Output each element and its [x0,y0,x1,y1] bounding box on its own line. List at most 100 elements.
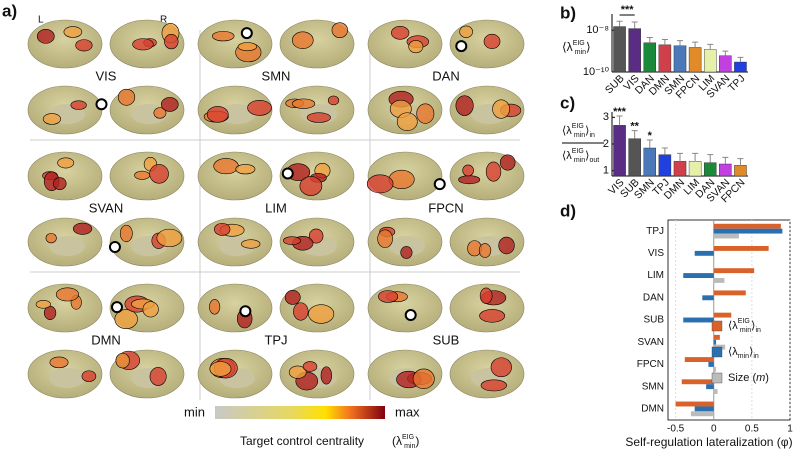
math-label: Size (m) [728,372,769,384]
y-tick-label: FPCN [637,359,664,370]
activation-patch [331,22,349,38]
marker [240,27,253,40]
bar [688,47,702,73]
bar [713,312,732,318]
activation-patch [241,239,261,249]
bar [694,406,714,412]
bar [734,61,747,73]
y-tick-label: SVAN [638,337,665,348]
brain [279,349,355,399]
activation-patch [213,158,239,175]
network-label: DMN [91,332,121,347]
x-tick-label: 0.5 [745,424,759,435]
activation-patch [134,170,151,180]
activation-patch [499,154,516,171]
activation-patch [308,304,335,324]
brain [27,283,103,333]
bar [628,28,641,73]
activation-patch [206,106,229,123]
activation-patch [209,299,221,315]
activation-patch [490,357,512,378]
brain [449,19,525,69]
bar [683,273,714,278]
math-label: (λEIG min) [392,434,419,450]
activation-patch [42,113,61,125]
bar [658,154,672,177]
brain [27,19,103,69]
activation-patch [366,174,394,194]
brain [109,283,185,333]
activation-patch [72,222,93,235]
activation-patch [114,309,138,329]
math-part: ⟨λ [728,320,738,332]
y-tick-label: 10⁻¹⁰ [583,66,610,78]
math-part: in [753,353,759,360]
bar [658,44,672,73]
activation-patch [209,361,232,377]
activation-patch [142,301,159,318]
network-label: TPJ [264,332,287,347]
brain [27,349,103,399]
error-bar [646,36,653,43]
activation-patch [308,228,324,244]
activation-patch [45,233,57,244]
error-bar [692,41,699,48]
activation-patch [492,99,510,119]
bar [706,384,714,390]
error-bar [661,147,668,155]
significance: ** [630,121,639,133]
activation-patch [480,379,508,392]
activation-patch [153,107,167,119]
x-tick-label: TPJ [726,73,748,95]
bar [719,163,732,177]
bar [643,147,657,177]
brain [197,19,273,69]
y-tick-label: SMN [642,381,664,392]
math-part: ⟨λ [562,125,572,137]
activation-patch [284,290,301,305]
y-tick-label: DMN [641,404,664,415]
bar [694,250,714,256]
brain-surface [367,19,443,69]
y-tick-label: 1 [603,165,609,177]
brain [279,19,355,69]
activation-patch [291,98,316,109]
brain [449,283,525,333]
activation-patch [306,112,331,123]
error-bar [737,56,744,63]
activation-patch [378,290,399,303]
math-label: ⟨λEIG min⟩out [562,148,599,164]
error-bar [707,154,714,163]
activation-patch [479,309,506,323]
medial-wall [219,104,255,124]
bar [673,45,687,73]
activation-patch [320,366,332,385]
brain [27,85,103,135]
medial-wall [49,236,85,256]
activation-patch [211,31,235,42]
bar [713,228,783,234]
medial-wall [389,236,425,256]
bar [708,362,714,367]
bar [713,223,781,229]
brain-surface [367,283,443,333]
activation-patch [391,26,410,40]
math-part: m [756,372,765,384]
panel-label: a) [2,1,17,20]
bar [713,246,769,251]
activation-patch [377,229,393,248]
y-tick-label: VIS [648,248,664,259]
bar [713,233,739,239]
panel-label: d) [560,201,576,220]
activation-patch [235,164,256,175]
brain [109,19,185,69]
activation-patch [408,40,424,54]
y-tick-label: 10⁻⁸ [586,24,609,36]
activation-patch [36,29,55,44]
brain [279,217,355,267]
activation-patch [485,161,502,182]
bar [673,161,687,177]
error-bar [692,152,699,162]
error-bar [722,50,729,56]
activation-patch [288,365,307,379]
